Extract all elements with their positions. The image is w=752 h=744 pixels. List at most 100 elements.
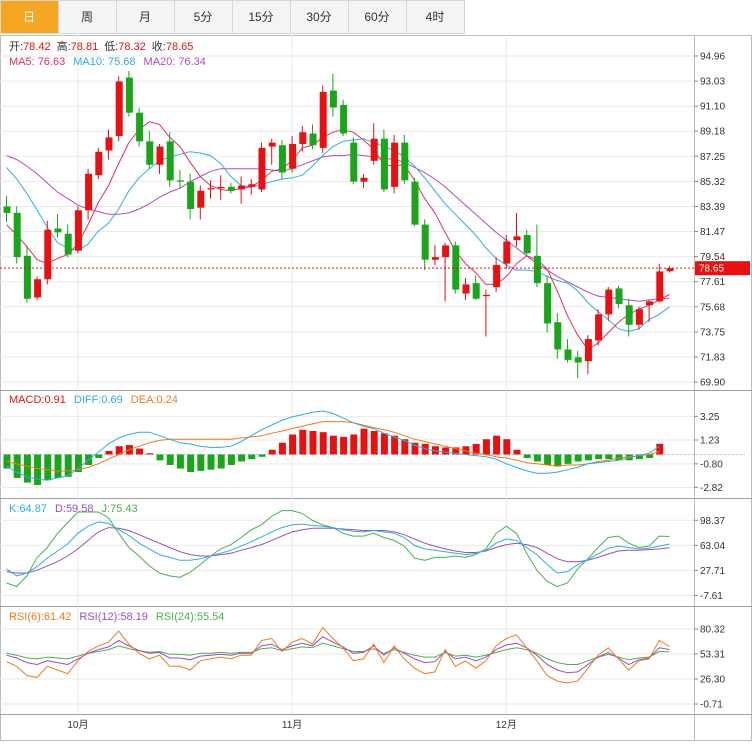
candle-9 bbox=[95, 147, 103, 180]
candle-48 bbox=[493, 257, 501, 293]
candle-14-body bbox=[146, 141, 154, 165]
d-value: 59.58 bbox=[66, 503, 94, 515]
diff-value: 0.69 bbox=[101, 394, 122, 406]
candle-2 bbox=[23, 245, 31, 303]
price-tick-label-10: 75.68 bbox=[700, 302, 725, 313]
tab-0-label[interactable]: 日 bbox=[23, 10, 35, 24]
macd-tick-label-2: -0.80 bbox=[700, 459, 723, 470]
macd-bar-45 bbox=[462, 446, 470, 455]
candle-35-body bbox=[360, 177, 368, 182]
candle-26-body bbox=[268, 142, 276, 147]
candle-1-body bbox=[13, 212, 21, 258]
candle-55 bbox=[564, 339, 572, 363]
candle-23-body bbox=[238, 185, 246, 190]
tab-0-bg bbox=[0, 0, 59, 34]
candle-47 bbox=[482, 289, 490, 337]
candlesticks bbox=[3, 71, 674, 379]
macd-bar-7 bbox=[74, 454, 82, 473]
price-tick-label-4: 87.25 bbox=[700, 152, 725, 163]
macd-bar-55 bbox=[564, 454, 572, 464]
ohlc-header: 开:78.42 高:78.81 低:78.32 收:78.65 bbox=[9, 39, 193, 53]
candle-10-body bbox=[105, 137, 113, 151]
time-label-2: 12月 bbox=[496, 719, 517, 731]
price-tick-label-1: 93.03 bbox=[700, 77, 725, 88]
macd-bar-28 bbox=[289, 434, 297, 455]
candle-14 bbox=[146, 130, 154, 169]
macd-bar-30 bbox=[309, 430, 317, 455]
tab-5-label[interactable]: 30分 bbox=[306, 10, 331, 24]
kdj-k-line bbox=[6, 521, 670, 577]
macd-bar-10 bbox=[105, 450, 113, 455]
candle-28 bbox=[289, 136, 297, 173]
macd-bar-49 bbox=[503, 439, 511, 455]
ma10-line bbox=[6, 138, 670, 332]
candle-31 bbox=[319, 85, 327, 154]
candle-36-body bbox=[370, 138, 378, 161]
candle-22 bbox=[227, 182, 235, 194]
candle-35 bbox=[360, 173, 368, 189]
tab-6-label[interactable]: 60分 bbox=[364, 10, 389, 24]
tab-2-label[interactable]: 月 bbox=[139, 10, 151, 24]
diff-label: DIFF: bbox=[74, 394, 102, 406]
candle-16-body bbox=[166, 141, 174, 181]
price-tick-label-13: 69.90 bbox=[700, 378, 725, 389]
tab-3-label[interactable]: 5分 bbox=[194, 10, 213, 24]
macd-tick-label-1: 1.23 bbox=[700, 436, 720, 447]
candle-19-body bbox=[197, 190, 205, 208]
candle-32 bbox=[329, 73, 337, 117]
candle-63 bbox=[646, 300, 654, 323]
candle-30-body bbox=[309, 133, 317, 146]
candle-51 bbox=[523, 229, 531, 256]
candle-4-body bbox=[44, 229, 52, 280]
candle-36 bbox=[370, 123, 378, 165]
candle-5 bbox=[54, 214, 62, 238]
candle-60 bbox=[615, 285, 623, 308]
time-axis: 10月 11月 12月 bbox=[67, 719, 517, 731]
candle-10 bbox=[105, 129, 113, 160]
k-label: K: bbox=[9, 503, 19, 515]
price-axis: 94.96 93.03 91.10 89.18 87.25 85.32 83.39 81.47… bbox=[694, 52, 725, 389]
macd-bar-5 bbox=[54, 454, 62, 478]
candle-65 bbox=[666, 266, 674, 273]
close-value: 78.65 bbox=[166, 41, 194, 53]
tab-7-label[interactable]: 4时 bbox=[426, 10, 445, 24]
macd-tick-label-3: -2.82 bbox=[700, 483, 723, 494]
tab-4-bg bbox=[232, 0, 291, 34]
candle-8 bbox=[85, 168, 93, 220]
kdj-tick-label-3: -7.61 bbox=[700, 591, 723, 602]
candle-24-body bbox=[248, 184, 256, 187]
rsi-tick-label-1: 53.31 bbox=[700, 649, 725, 660]
macd-bar-27 bbox=[278, 442, 286, 455]
candle-7 bbox=[74, 206, 82, 254]
candle-22-body bbox=[227, 186, 235, 191]
macd-value: 0.91 bbox=[44, 394, 65, 406]
candle-19 bbox=[197, 185, 205, 220]
ma5-line bbox=[6, 121, 670, 351]
candle-25-body bbox=[258, 147, 266, 190]
candle-21 bbox=[217, 175, 225, 200]
macd-bar-13 bbox=[136, 448, 144, 455]
macd-bar-43 bbox=[442, 447, 450, 455]
candle-56 bbox=[574, 350, 582, 379]
tab-4-label[interactable]: 15分 bbox=[248, 10, 273, 24]
macd-panel: 3.25 1.23 -0.80 -2.82 bbox=[0, 410, 745, 494]
macd-bar-42 bbox=[431, 446, 439, 455]
tab-5-bg bbox=[290, 0, 349, 34]
candle-41 bbox=[421, 219, 429, 271]
macd-bar-54 bbox=[554, 454, 562, 467]
candle-42-body bbox=[431, 257, 439, 260]
dea-value: 0.24 bbox=[156, 394, 177, 406]
candle-21-body bbox=[217, 186, 225, 189]
candle-46-body bbox=[472, 283, 480, 299]
tab-1-label[interactable]: 周 bbox=[81, 10, 93, 24]
candle-60-body bbox=[615, 288, 623, 304]
macd-bar-26 bbox=[268, 449, 276, 455]
current-price-label: 78.65 bbox=[699, 264, 724, 275]
price-tick-label-2: 91.10 bbox=[700, 102, 725, 113]
macd-bar-36 bbox=[370, 430, 378, 455]
candle-51-body bbox=[523, 235, 531, 254]
candle-8-body bbox=[85, 173, 93, 211]
j-value: 75.43 bbox=[110, 503, 138, 515]
ma20-line bbox=[6, 153, 670, 302]
